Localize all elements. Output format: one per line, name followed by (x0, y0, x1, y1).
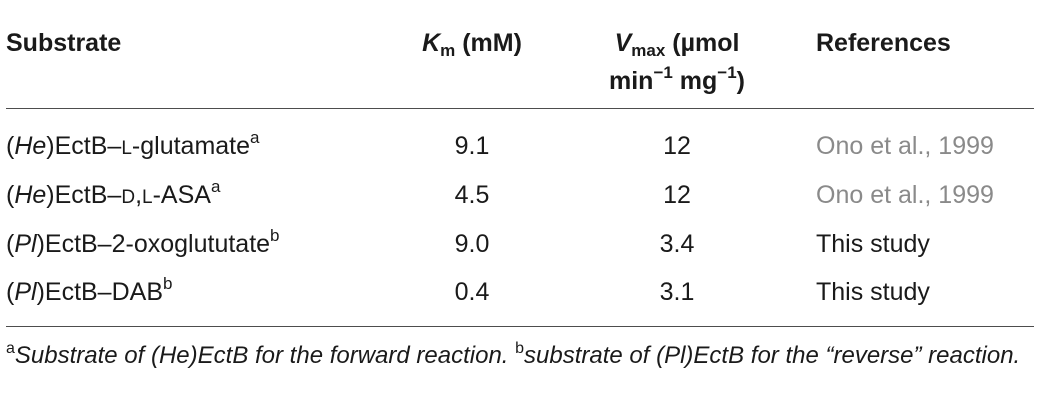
cell-km: 4.5 (454, 181, 490, 209)
km-symbol: K (422, 29, 441, 57)
cell-substrate: (Pl)EctB–DABb (6, 269, 370, 327)
table-body: (He)EctB–l-glutamatea 9.1 12 Ono et al.,… (6, 108, 1034, 327)
cell-vmax: 12 (663, 132, 691, 161)
paren-open: ( (6, 132, 15, 161)
footnote-b-marker: b (515, 340, 525, 357)
header-km: Km (mM) (370, 0, 574, 109)
table-row: (Pl)EctB–2-oxoglututateb 9.0 3.4 This st… (6, 220, 1034, 269)
cell-km: 9.0 (454, 230, 490, 258)
vmax-unit-close: ) (736, 67, 745, 95)
cell-reference[interactable]: Ono et al., 1999 (780, 171, 1034, 220)
enzyme-name: )EctB– (36, 230, 112, 258)
table-footnote: aSubstrate of (He)EctB for the forward r… (6, 338, 1034, 374)
substrate-name: -glutamate (131, 132, 251, 161)
cell-reference: This study (780, 220, 1034, 269)
paren-open: ( (6, 277, 15, 306)
header-substrate: Substrate (6, 0, 370, 109)
cell-km: 9.1 (454, 132, 490, 161)
vmax-subscript: max (631, 41, 666, 60)
cell-substrate: (He)EctB–d,l-ASAa (6, 171, 370, 220)
vmax-unit-mg: mg (672, 67, 718, 95)
footnote-b-text: substrate of (Pl)EctB for the “reverse” … (524, 342, 1021, 369)
cell-reference: This study (780, 269, 1034, 327)
reference-link[interactable]: Ono et al., 1999 (816, 132, 994, 161)
vmax-symbol: V (614, 29, 632, 57)
footnote-marker: a (250, 128, 260, 148)
footnote-a-text: Substrate of (He)EctB for the forward re… (14, 342, 516, 369)
table-row: (He)EctB–d,l-ASAa 4.5 12 Ono et al., 199… (6, 171, 1034, 220)
stereo-prefix: l (121, 138, 132, 160)
footnote-marker: b (270, 226, 280, 245)
vmax-unit-min: min (608, 67, 654, 95)
header-vmax: Vmax (µmol min−1 mg−1) (574, 0, 780, 109)
reference-text: This study (816, 230, 930, 258)
cell-substrate: (Pl)EctB–2-oxoglututateb (6, 220, 370, 269)
header-substrate-label: Substrate (6, 29, 122, 57)
vmax-unit-line1: (µmol (665, 29, 740, 57)
substrate-name: -ASA (152, 181, 211, 209)
cell-vmax: 3.1 (574, 269, 780, 327)
kinetics-table: Substrate Km (mM) Vmax (µmol min−1 mg−1)… (6, 0, 1034, 327)
table-row: (Pl)EctB–DABb 0.4 3.1 This study (6, 269, 1034, 327)
enzyme-name: )EctB– (46, 132, 122, 161)
enzyme-name: )EctB– (46, 181, 122, 209)
reference-text: This study (816, 277, 930, 306)
enzyme-name: )EctB– (36, 277, 112, 306)
cell-substrate: (He)EctB–l-glutamatea (6, 108, 370, 171)
organism-abbrev: He (14, 181, 47, 209)
substrate-name: 2-oxoglututate (111, 230, 271, 258)
km-unit: (mM) (455, 29, 522, 57)
km-subscript: m (440, 41, 456, 60)
paren-open: ( (6, 230, 15, 258)
footnote-marker: b (163, 273, 173, 293)
substrate-name: DAB (111, 277, 163, 306)
organism-abbrev: He (14, 132, 47, 161)
stereo-prefix: d (121, 187, 136, 208)
footnote-marker: a (210, 177, 221, 196)
cell-reference[interactable]: Ono et al., 1999 (780, 108, 1034, 171)
header-references-label: References (816, 29, 951, 57)
table-header: Substrate Km (mM) Vmax (µmol min−1 mg−1)… (6, 0, 1034, 109)
organism-abbrev: Pl (14, 230, 37, 258)
cell-km: 0.4 (370, 269, 574, 327)
vmax-unit-min-exp: −1 (653, 63, 673, 82)
header-row: Substrate Km (mM) Vmax (µmol min−1 mg−1)… (6, 0, 1034, 109)
stereo-prefix: l (142, 187, 153, 208)
reference-link[interactable]: Ono et al., 1999 (816, 181, 994, 209)
header-references: References (780, 0, 1034, 109)
cell-vmax: 3.4 (659, 230, 695, 258)
footnote-a-marker: a (6, 340, 15, 357)
paren-open: ( (6, 181, 15, 209)
table-row: (He)EctB–l-glutamatea 9.1 12 Ono et al.,… (6, 108, 1034, 171)
organism-abbrev: Pl (14, 277, 37, 306)
vmax-unit-mg-exp: −1 (717, 63, 737, 82)
stereo-separator: , (135, 181, 143, 209)
cell-vmax: 12 (663, 181, 691, 209)
